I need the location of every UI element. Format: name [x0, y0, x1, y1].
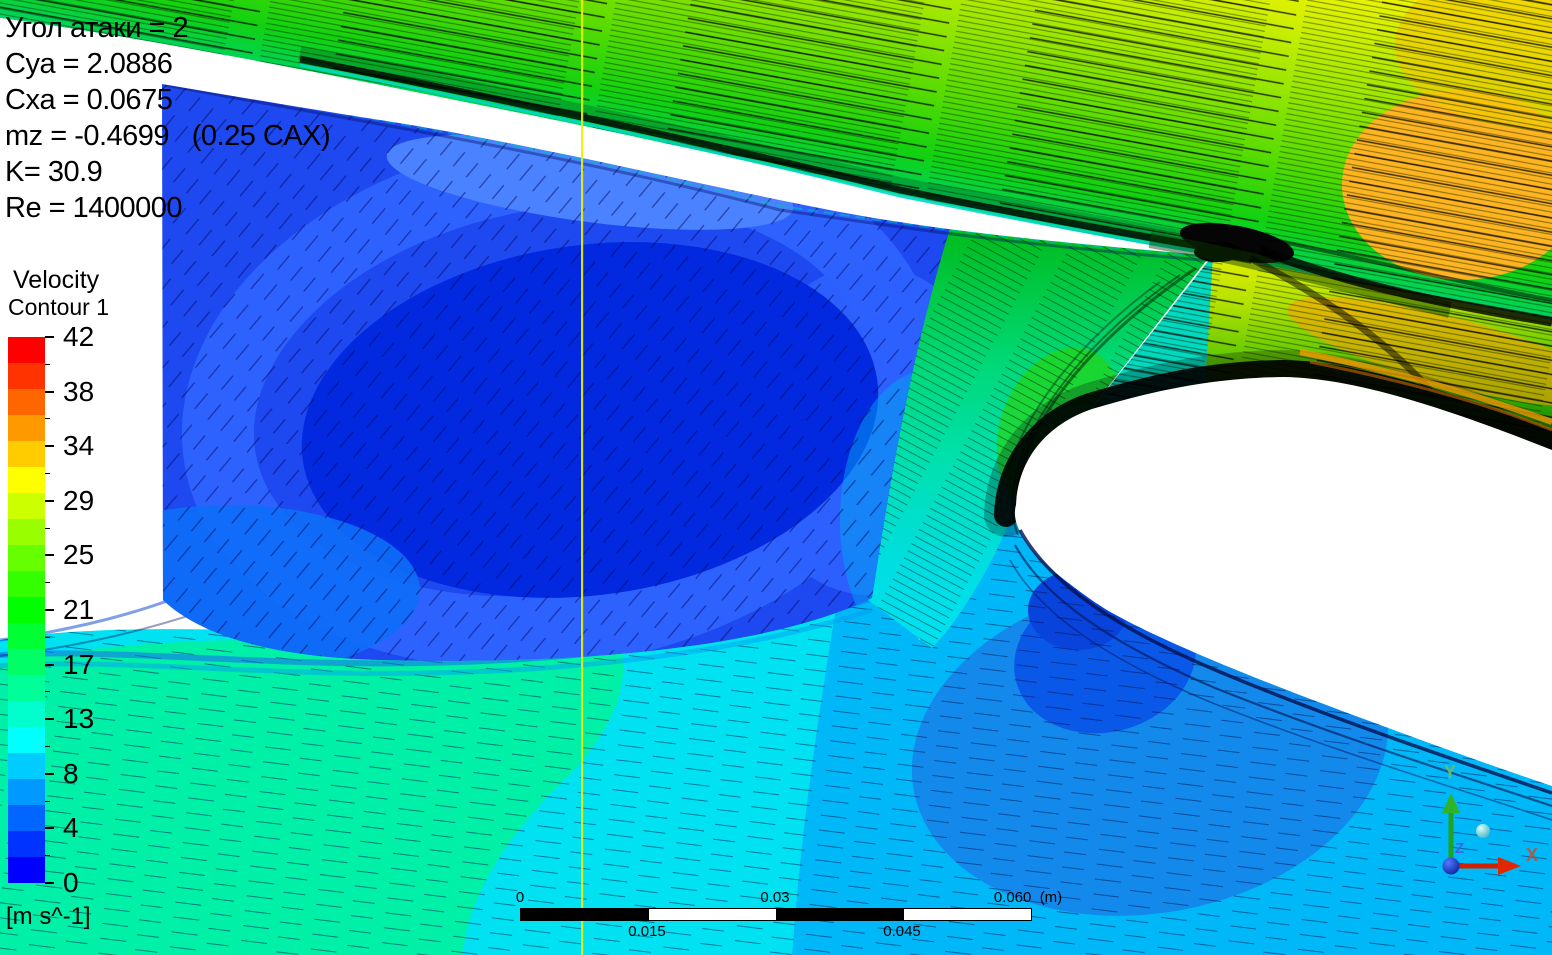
flow-parameters-block: Угол атаки = 2 Cya = 2.0886 Cxa = 0.0675 mz…	[5, 10, 331, 226]
colorbar-band	[8, 467, 45, 493]
colorbar-band	[8, 415, 45, 441]
annotation-line: mz = -0.4699 (0.25 CAX)	[5, 120, 331, 152]
legend-tick-label: 8	[63, 757, 79, 789]
colorbar-band	[8, 441, 45, 467]
ruler-segment	[521, 909, 649, 920]
colorbar-band	[8, 337, 45, 363]
colorbar-band	[8, 519, 45, 545]
axis-triad	[1442, 793, 1521, 875]
colorbar-band	[8, 675, 45, 701]
legend-tick-label: 21	[63, 594, 95, 625]
colorbar-band	[8, 571, 45, 597]
legend-tick	[45, 390, 54, 393]
legend-tick	[45, 827, 54, 830]
annotation-line: Cya = 2.0886	[5, 48, 173, 80]
legend-tick-label: 25	[63, 539, 95, 571]
ruler-segment	[903, 909, 1031, 920]
legend-tick	[45, 882, 54, 884]
colorbar-band	[8, 363, 45, 389]
legend-tick-label: 29	[63, 484, 95, 516]
legend-title: Velocity	[13, 266, 100, 294]
legend-unit: [m s^-1]	[6, 903, 91, 930]
ruler-label-0015: 0.015	[628, 923, 666, 940]
legend-subtitle: Contour 1	[8, 294, 110, 320]
y-axis-label: Y	[1444, 762, 1457, 782]
legend-tick	[45, 718, 54, 721]
legend-minor-tick	[45, 691, 50, 693]
origin-sphere	[1442, 857, 1460, 875]
legend-tick-label: 42	[63, 321, 95, 352]
ruler-segment	[648, 909, 776, 920]
x-axis-label: X	[1526, 845, 1539, 865]
legend-tick-label: 17	[63, 648, 95, 680]
legend-minor-tick	[45, 582, 50, 584]
legend-tick	[45, 663, 54, 666]
legend-minor-tick	[45, 855, 50, 857]
legend-tick	[45, 772, 54, 775]
legend-tick	[45, 609, 54, 611]
colorbar-band	[8, 779, 45, 805]
measurement-line	[581, 0, 584, 955]
wing-boundary-layer	[298, 46, 1212, 256]
legend-minor-tick	[45, 527, 50, 529]
legend-tick	[45, 445, 54, 448]
legend-minor-tick	[45, 636, 50, 638]
legend-tick	[45, 554, 54, 557]
ruler-label-0: 0	[515, 889, 525, 906]
annotation-line: Cxa = 0.0675	[5, 84, 173, 116]
flap-boundary-layer	[984, 349, 1552, 537]
annotation-line: Угол атаки = 2	[5, 12, 189, 44]
flap-airfoil	[1014, 377, 1552, 786]
scale-ruler	[520, 908, 1032, 921]
ruler-label-006: 0.060 (m)	[993, 889, 1063, 906]
colorbar-band	[8, 805, 45, 831]
legend-colorbar	[8, 337, 45, 883]
ruler-label-0045: 0.045	[883, 923, 921, 940]
y-axis-arrow	[1442, 793, 1460, 813]
colorbar-band	[8, 389, 45, 415]
annotation-line: K= 30.9	[5, 156, 103, 188]
legend-minor-tick	[45, 418, 50, 420]
colorbar-band	[8, 493, 45, 519]
colorbar-band	[8, 831, 45, 857]
ruler-label-003: 0.03	[760, 889, 790, 906]
annotation-line: Re = 1400000	[5, 192, 183, 224]
legend-minor-tick	[45, 800, 50, 802]
trailing-edge-wake	[1148, 222, 1552, 393]
legend-minor-tick	[45, 746, 50, 747]
legend-tick	[45, 336, 54, 338]
legend-minor-tick	[45, 363, 50, 365]
colorbar-band	[8, 623, 45, 649]
flap-lower-boundary-layer	[1009, 529, 1552, 821]
colorbar-band	[8, 701, 45, 727]
colorbar-band	[8, 649, 45, 675]
colorbar-band	[8, 545, 45, 571]
z-axis-sphere	[1476, 824, 1490, 838]
colorbar-band	[8, 597, 45, 623]
legend-minor-tick	[45, 473, 50, 474]
z-axis-label: Z	[1455, 840, 1465, 857]
colorbar-band	[8, 753, 45, 779]
legend-tick-label: 4	[63, 812, 79, 844]
colorbar-band	[8, 727, 45, 753]
legend-tick-label: 13	[63, 703, 95, 735]
ruler-segment	[776, 909, 904, 920]
x-axis-arrow	[1498, 857, 1521, 875]
legend-tick-label: 34	[63, 430, 95, 462]
wing-airfoil	[0, 18, 1213, 256]
legend-tick	[45, 499, 54, 502]
legend-tick-label: 0	[63, 867, 79, 898]
colorbar-band	[8, 857, 45, 883]
legend-tick-label: 38	[63, 375, 95, 407]
